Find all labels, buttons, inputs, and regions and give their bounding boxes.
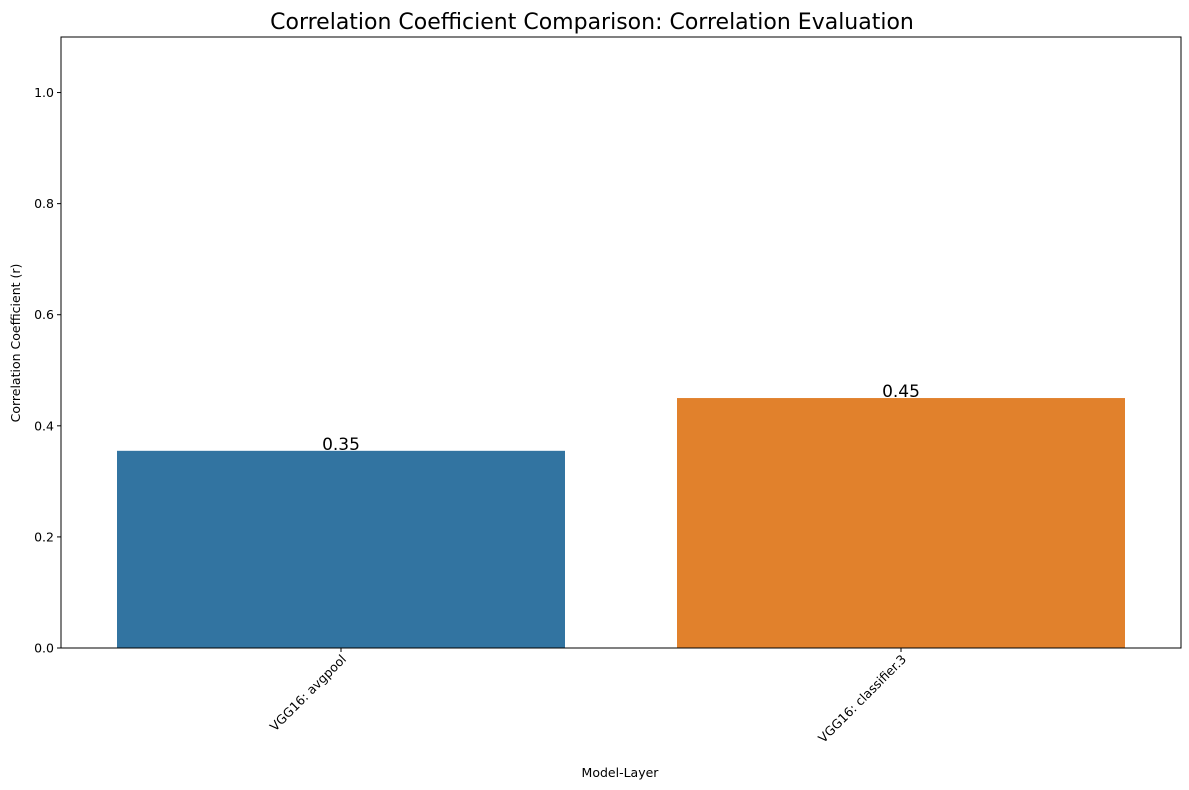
x-tick-label: VGG16: classifier.3 bbox=[815, 652, 909, 746]
x-axis-ticks: VGG16: avgpool VGG16: classifier.3 bbox=[267, 648, 909, 746]
y-tick-label: 0.6 bbox=[34, 307, 54, 322]
bar bbox=[117, 450, 565, 648]
y-tick-label: 0.0 bbox=[34, 641, 54, 656]
bar bbox=[677, 398, 1125, 648]
y-axis-ticks: 0.0 0.2 0.4 0.6 0.8 1.0 bbox=[34, 85, 61, 656]
bars bbox=[117, 398, 1125, 648]
y-tick-label: 0.8 bbox=[34, 196, 54, 211]
x-axis-label: Model-Layer bbox=[582, 765, 660, 780]
y-tick-label: 0.2 bbox=[34, 529, 54, 544]
y-tick-label: 0.4 bbox=[34, 418, 54, 433]
x-tick-label: VGG16: avgpool bbox=[267, 652, 350, 735]
plot-frame bbox=[60, 36, 1182, 649]
y-axis-label: Correlation Coefficient (r) bbox=[8, 264, 23, 423]
bar-value-label: 0.35 bbox=[322, 435, 360, 455]
data-labels: 0.35 0.45 bbox=[322, 382, 920, 455]
chart-title: Correlation Coefficient Comparison: Corr… bbox=[270, 10, 914, 35]
y-tick-label: 1.0 bbox=[34, 85, 54, 100]
bar-value-label: 0.45 bbox=[882, 382, 920, 402]
